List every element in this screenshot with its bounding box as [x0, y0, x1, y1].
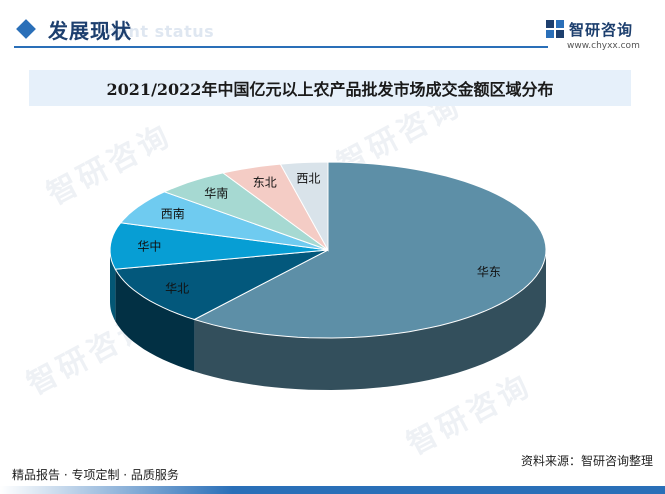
pie-label-西北: 西北	[296, 171, 320, 185]
pie-slice-华南	[163, 172, 329, 251]
pie-slice-西北	[279, 161, 329, 252]
section-subtitle: ment status	[100, 22, 215, 41]
pie-slice-西南	[119, 191, 329, 251]
header: ment status 发展现状 智研咨询 www.chyxx.com	[0, 0, 665, 60]
pie-side-华东	[194, 250, 546, 390]
footer-tagline: 精品报告 · 专项定制 · 品质服务	[12, 468, 179, 482]
brand-logo-icon	[546, 20, 564, 38]
pie-label-华中: 华中	[137, 239, 161, 254]
pie-label-华南: 华南	[204, 186, 228, 201]
brand: 智研咨询 www.chyxx.com	[545, 18, 645, 54]
pie-slice-华东	[193, 161, 547, 339]
pie-side-华中	[110, 250, 116, 322]
pie-slice-东北	[221, 163, 329, 251]
pie-label-华东: 华东	[477, 265, 501, 279]
pie-slices	[109, 161, 547, 339]
pie-slice-华北	[114, 249, 329, 321]
section-title: 发展现状	[48, 19, 132, 43]
pie-label-东北: 东北	[253, 176, 277, 190]
chart-title: 2021/2022年中国亿元以上农产品批发市场成交金额区域分布	[106, 80, 554, 99]
brand-url: www.chyxx.com	[567, 41, 640, 51]
pie-label-西南: 西南	[161, 206, 185, 221]
pie-side-华北	[115, 269, 195, 372]
footer-bar	[0, 486, 665, 494]
title-rule	[14, 46, 548, 48]
chart-title-box: 2021/2022年中国亿元以上农产品批发市场成交金额区域分布	[29, 70, 631, 106]
footer-source: 资料来源：智研咨询整理	[520, 454, 653, 468]
pie-label-华北: 华北	[165, 282, 189, 296]
pie-side-walls	[110, 250, 546, 390]
brand-name: 智研咨询	[569, 21, 634, 39]
pie-slice-华中	[109, 222, 329, 270]
